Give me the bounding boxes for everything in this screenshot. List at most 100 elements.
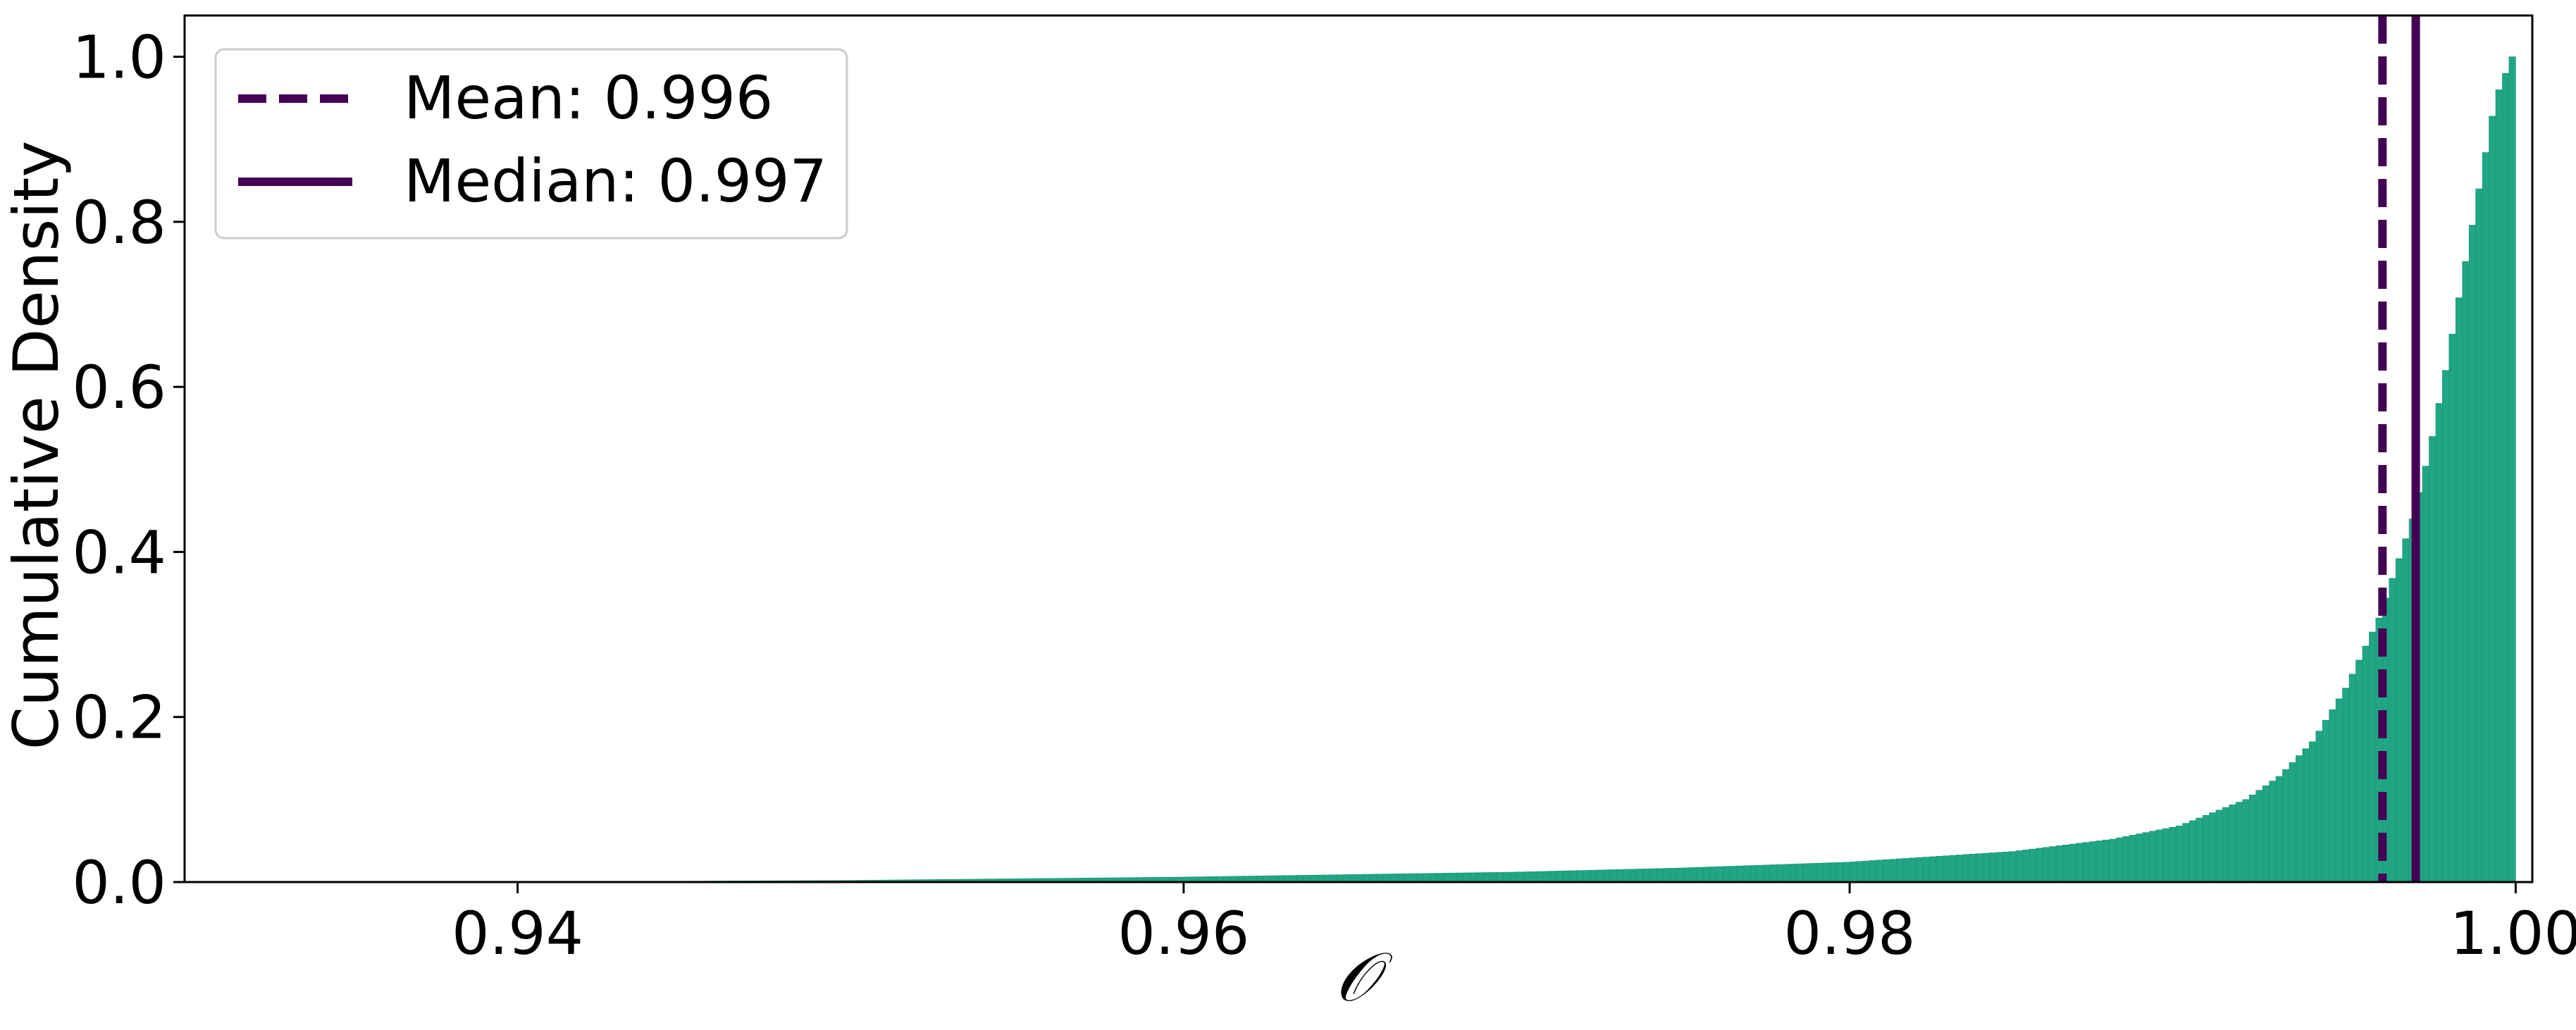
cdf-bar bbox=[1809, 863, 1817, 883]
cdf-bar bbox=[1376, 874, 1384, 883]
cdf-bar bbox=[1683, 867, 1690, 883]
cdf-bar bbox=[1576, 870, 1584, 883]
cdf-bar bbox=[1409, 873, 1418, 883]
cdf-bar bbox=[1736, 865, 1744, 883]
cdf-bar bbox=[2188, 820, 2196, 883]
legend: Mean: 0.996 Median: 0.997 bbox=[214, 48, 848, 240]
cdf-bar bbox=[2282, 769, 2290, 883]
cdf-bar bbox=[2175, 826, 2184, 883]
cdf-bar bbox=[2248, 795, 2257, 883]
cdf-bar bbox=[2236, 802, 2243, 883]
cdf-bar bbox=[1430, 873, 1437, 883]
cdf-bar bbox=[2149, 831, 2157, 883]
cdf-bar bbox=[1976, 853, 1983, 883]
plot-frame bbox=[183, 14, 2534, 883]
cdf-bar bbox=[2508, 56, 2516, 883]
cdf-bar bbox=[1669, 868, 1677, 883]
cdf-bar bbox=[1862, 860, 1870, 883]
cdf-bar bbox=[1895, 858, 1904, 883]
x-tick-label: 0.96 bbox=[1117, 899, 1249, 968]
cdf-bar bbox=[1989, 852, 1997, 883]
cdf-bar bbox=[1969, 854, 1977, 883]
cdf-bar bbox=[2462, 261, 2470, 883]
cdf-bar bbox=[2036, 848, 2043, 883]
cdf-bar bbox=[1356, 874, 1364, 883]
cdf-bar bbox=[2103, 839, 2110, 883]
cdf-bar bbox=[1876, 860, 1883, 883]
cdf-bar bbox=[1470, 872, 1478, 883]
cdf-bar bbox=[1949, 855, 1957, 883]
cdf-bar bbox=[1349, 874, 1357, 883]
cdf-bar bbox=[2348, 674, 2356, 883]
cdf-bar bbox=[1956, 855, 1964, 883]
cdf-bar bbox=[2309, 741, 2317, 883]
cdf-bar bbox=[2468, 225, 2476, 883]
cdf-bar bbox=[1702, 867, 1710, 883]
cdf-bar bbox=[1370, 874, 1377, 883]
cdf-bar bbox=[2196, 817, 2203, 883]
cdf-bar bbox=[1549, 871, 1557, 883]
cdf-bar bbox=[1869, 860, 1877, 883]
cdf-bar bbox=[1729, 866, 1737, 883]
cdf-bar bbox=[2475, 188, 2483, 883]
cdf-bar bbox=[1943, 855, 1950, 883]
cdf-bar bbox=[1336, 874, 1344, 883]
cdf-bar bbox=[1816, 862, 1823, 883]
cdf-bar bbox=[2422, 466, 2429, 883]
cdf-bar bbox=[1609, 869, 1617, 883]
cdf-bar bbox=[1829, 862, 1837, 883]
y-tick-label: 0.8 bbox=[72, 188, 166, 257]
cdf-bar bbox=[1516, 871, 1524, 883]
cdf-bar bbox=[1962, 854, 1970, 883]
cdf-bar bbox=[1849, 861, 1857, 883]
cdf-bar bbox=[1783, 864, 1790, 883]
cdf-bar bbox=[2502, 73, 2510, 883]
cdf-bar bbox=[1416, 873, 1424, 883]
cdf-bar bbox=[1543, 871, 1551, 883]
cdf-bar bbox=[2255, 790, 2263, 883]
cdf-bar bbox=[1769, 864, 1777, 883]
cdf-bar bbox=[2115, 837, 2123, 883]
cdf-bar bbox=[2395, 558, 2403, 883]
cdf-bar bbox=[2315, 731, 2323, 883]
cdf-bar bbox=[2062, 844, 2070, 883]
cdf-bar bbox=[1902, 858, 1910, 883]
cdf-bar bbox=[1590, 869, 1597, 883]
cdf-bar bbox=[1490, 872, 1497, 883]
cdf-bar bbox=[1676, 867, 1684, 883]
cdf-bar bbox=[1616, 869, 1624, 883]
cdf-bar bbox=[1436, 873, 1444, 883]
cdf-bar bbox=[2129, 835, 2136, 883]
cdf-bar bbox=[1629, 869, 1637, 883]
cdf-bar bbox=[1663, 868, 1671, 883]
cdf-bar bbox=[1323, 874, 1331, 883]
x-tick-label: 1.00 bbox=[2450, 899, 2576, 968]
cdf-bar bbox=[1596, 869, 1604, 883]
y-axis-ticks: 0.0 0.2 0.4 0.6 0.8 1.0 bbox=[72, 23, 185, 917]
cdf-bar bbox=[1709, 867, 1717, 883]
y-tick-label: 1.0 bbox=[72, 23, 166, 92]
cdf-bar bbox=[1716, 866, 1723, 883]
cdf-bar bbox=[1536, 871, 1544, 883]
x-tick-label: 0.94 bbox=[452, 899, 583, 968]
cdf-bar bbox=[1463, 872, 1470, 883]
cdf-bar bbox=[2275, 776, 2283, 883]
stat-lines bbox=[2378, 15, 2420, 882]
cdf-bar bbox=[2429, 436, 2436, 883]
cdf-bar bbox=[1636, 869, 1644, 883]
cdf-bar bbox=[2002, 851, 2010, 883]
cdf-bar bbox=[1750, 865, 1757, 883]
cdf-bar bbox=[1922, 857, 1930, 883]
cdf-bar bbox=[1762, 864, 1770, 883]
cdf-bar bbox=[1995, 852, 2003, 883]
cdf-bar bbox=[2242, 799, 2250, 883]
cdf-bar bbox=[2022, 850, 2030, 883]
cdf-bar bbox=[2489, 116, 2496, 883]
cdf-bar bbox=[1496, 871, 1504, 883]
cdf-bar bbox=[2055, 845, 2063, 883]
cdf-bar bbox=[2095, 840, 2103, 883]
cdf-bar bbox=[2029, 848, 2037, 883]
cdf-bar bbox=[2042, 847, 2050, 883]
cdf-bar bbox=[1330, 874, 1337, 883]
